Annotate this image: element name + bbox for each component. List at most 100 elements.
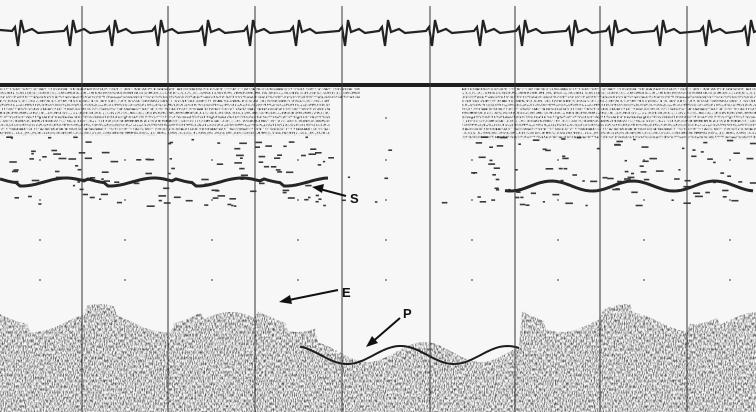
speckle-mark	[55, 170, 60, 173]
depth-dot	[385, 239, 387, 241]
speckle-mark	[633, 138, 636, 141]
speckle-mark	[217, 195, 226, 197]
speckle-mark	[233, 205, 237, 207]
posterior-wall-trace	[299, 344, 520, 366]
speckle-mark	[201, 178, 209, 181]
speckle-mark	[640, 171, 647, 173]
speckle-mark	[258, 155, 266, 158]
speckle-mark	[147, 158, 155, 161]
depth-dot	[39, 199, 41, 201]
speckle-mark	[158, 199, 162, 202]
speckle-mark	[215, 190, 220, 192]
speckle-mark	[726, 139, 734, 142]
speckle-mark	[572, 174, 577, 176]
speckle-mark	[722, 196, 727, 198]
depth-dot	[124, 239, 126, 241]
speckle-mark	[103, 180, 110, 182]
speckle-mark	[496, 189, 500, 191]
speckle-mark	[84, 157, 92, 160]
speckle-mark	[275, 169, 281, 171]
speckle-mark	[136, 159, 142, 161]
speckle-mark	[168, 142, 172, 145]
speckle-mark	[277, 171, 283, 173]
speckle-mark	[374, 201, 378, 203]
speckle-mark	[308, 153, 317, 155]
arrow-e-head	[279, 295, 292, 304]
speckle-mark	[615, 188, 620, 190]
speckle-mark	[231, 204, 234, 207]
speckle-mark	[58, 157, 67, 160]
speckle-mark	[475, 142, 483, 144]
speckle-mark	[317, 164, 322, 166]
speckle-mark	[31, 179, 40, 182]
speckle-mark	[14, 197, 19, 199]
speckle-mark	[101, 178, 104, 180]
speckle-mark	[53, 153, 61, 155]
speckle-mark	[614, 143, 620, 146]
speckle-mark	[318, 198, 322, 200]
speckle-mark	[488, 163, 496, 165]
depth-dot	[39, 117, 41, 119]
speckle-mark	[560, 179, 564, 182]
speckle-mark	[562, 157, 569, 160]
speckle-mark	[13, 169, 19, 171]
speckle-mark	[738, 181, 743, 183]
depth-dot	[297, 199, 299, 201]
speckle-mark	[499, 136, 508, 139]
speckle-mark	[145, 172, 152, 175]
arrow-p-head	[366, 336, 378, 347]
depth-dot	[211, 199, 213, 201]
speckle-mark	[258, 161, 264, 163]
speckle-mark	[516, 191, 521, 193]
depth-dot	[39, 159, 41, 161]
speckle-mark	[515, 196, 520, 199]
speckle-mark	[255, 141, 263, 144]
annotation-e: E	[279, 285, 351, 304]
speckle-mark	[287, 197, 295, 199]
speckle-mark	[478, 156, 486, 159]
speckle-mark	[631, 172, 635, 175]
speckle-mark	[240, 157, 243, 159]
speckle-mark	[29, 158, 34, 160]
speckle-mark	[635, 204, 643, 207]
speckle-mark	[749, 182, 756, 184]
speckle-mark	[282, 189, 290, 192]
speckle-mark	[265, 145, 272, 147]
speckle-mark	[678, 169, 681, 171]
depth-dot	[211, 279, 213, 281]
speckle-mark	[631, 191, 638, 194]
speckle-mark	[530, 192, 536, 195]
speckle-mark	[163, 187, 170, 190]
speckle-mark	[518, 143, 521, 145]
speckle-mark	[491, 199, 496, 201]
speckle-mark	[185, 199, 193, 202]
posterior-wall-band	[0, 304, 756, 412]
speckle-mark	[671, 199, 674, 201]
speckle-mark	[388, 149, 393, 151]
depth-dot	[124, 279, 126, 281]
speckle-mark	[624, 159, 627, 162]
speckle-mark	[68, 158, 77, 160]
annotation-s: S	[312, 184, 359, 206]
septum-echo	[0, 176, 754, 193]
speckle-mark	[520, 196, 524, 199]
depth-dot	[211, 117, 213, 119]
arrow-s-head	[312, 184, 324, 193]
speckle-mark	[585, 204, 588, 207]
speckle-mark	[9, 161, 17, 163]
speckle-mark	[693, 192, 701, 194]
speckle-mark	[682, 147, 685, 150]
speckle-mark	[227, 203, 232, 206]
speckle-mark	[234, 147, 241, 150]
speckle-mark	[496, 136, 500, 138]
speckle-mark	[31, 150, 36, 153]
speckle-mark	[31, 152, 34, 155]
depth-dots	[39, 117, 731, 281]
speckle-mark	[691, 155, 697, 158]
speckle-mark	[51, 149, 58, 152]
label-e: E	[342, 285, 351, 300]
speckle-mark	[525, 204, 530, 206]
speckle-mark	[727, 175, 731, 177]
label-s: S	[350, 191, 359, 206]
